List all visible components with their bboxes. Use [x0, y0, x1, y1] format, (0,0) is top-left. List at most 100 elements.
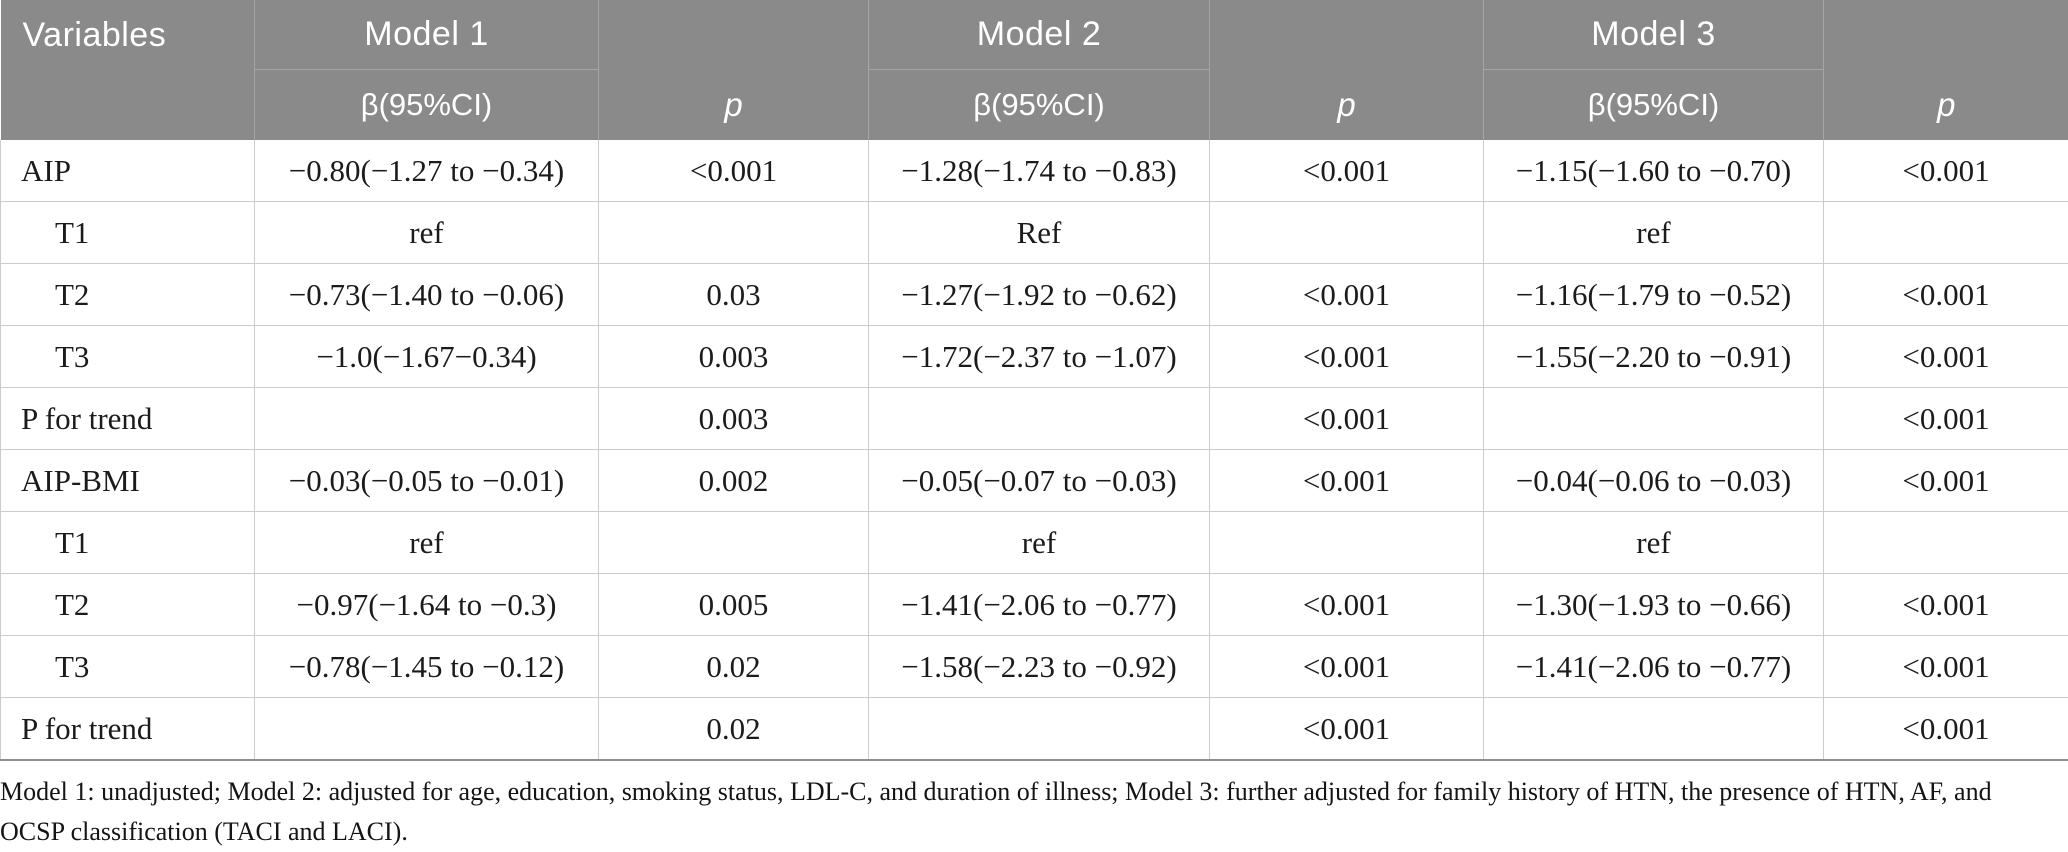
- variable-cell: T3: [1, 636, 255, 698]
- beta-cell: −0.80(−1.27 to −0.34): [255, 140, 599, 202]
- variable-cell: T3: [1, 326, 255, 388]
- beta-cell: [869, 698, 1210, 761]
- table-row: T2 −0.73(−1.40 to −0.06) 0.03 −1.27(−1.9…: [1, 264, 2068, 326]
- beta-cell: −0.04(−0.06 to −0.03): [1484, 450, 1824, 512]
- p-cell: 0.02: [599, 636, 869, 698]
- variable-cell: P for trend: [1, 698, 255, 761]
- table-row: T3 −1.0(−1.67−0.34) 0.003 −1.72(−2.37 to…: [1, 326, 2068, 388]
- variable-cell: T1: [1, 512, 255, 574]
- variable-cell: P for trend: [1, 388, 255, 450]
- table-row: T3 −0.78(−1.45 to −0.12) 0.02 −1.58(−2.2…: [1, 636, 2068, 698]
- beta-cell: ref: [255, 512, 599, 574]
- beta-cell: −1.55(−2.20 to −0.91): [1484, 326, 1824, 388]
- p-cell: <0.001: [1824, 698, 2068, 761]
- beta-cell: −1.41(−2.06 to −0.77): [869, 574, 1210, 636]
- variables-label: Variables: [1, 0, 255, 70]
- p-cell: [599, 512, 869, 574]
- p-cell: <0.001: [1210, 698, 1484, 761]
- p-cell: [1824, 512, 2068, 574]
- beta-cell: −0.73(−1.40 to −0.06): [255, 264, 599, 326]
- model-3-group-header: Model 3 β(95%CI): [1484, 0, 1824, 140]
- beta-cell: [255, 388, 599, 450]
- footnote: Model 1: unadjusted; Model 2: adjusted f…: [0, 772, 2068, 852]
- variables-column-header: Variables: [1, 0, 255, 140]
- model-3-label: Model 3: [1484, 0, 1823, 70]
- p-cell: <0.001: [1210, 264, 1484, 326]
- p-cell: [1824, 202, 2068, 264]
- p-cell: 0.03: [599, 264, 869, 326]
- model-3-p-header: p: [1824, 0, 2068, 140]
- p-cell: 0.02: [599, 698, 869, 761]
- model-1-group-header: Model 1 β(95%CI): [255, 0, 599, 140]
- regression-table: Variables Model 1 β(95%CI) p Model 2 β(9…: [0, 0, 2068, 761]
- beta-cell: −1.16(−1.79 to −0.52): [1484, 264, 1824, 326]
- beta-cell: [1484, 698, 1824, 761]
- beta-cell: −1.27(−1.92 to −0.62): [869, 264, 1210, 326]
- p-cell: <0.001: [1824, 264, 2068, 326]
- p-cell: [1210, 512, 1484, 574]
- table-row: T1 ref ref ref: [1, 512, 2068, 574]
- beta-cell: ref: [1484, 202, 1824, 264]
- variable-cell: T2: [1, 574, 255, 636]
- beta-cell: ref: [1484, 512, 1824, 574]
- p-label: p: [1337, 70, 1355, 140]
- p-label: p: [1937, 70, 1955, 140]
- model-1-p-header: p: [599, 0, 869, 140]
- model-3-beta-header: β(95%CI): [1484, 70, 1823, 140]
- p-cell: [599, 202, 869, 264]
- beta-cell: −0.97(−1.64 to −0.3): [255, 574, 599, 636]
- beta-cell: −1.28(−1.74 to −0.83): [869, 140, 1210, 202]
- table-row: T2 −0.97(−1.64 to −0.3) 0.005 −1.41(−2.0…: [1, 574, 2068, 636]
- p-cell: <0.001: [1210, 574, 1484, 636]
- p-cell: <0.001: [1824, 326, 2068, 388]
- beta-cell: −1.0(−1.67−0.34): [255, 326, 599, 388]
- p-cell: <0.001: [1824, 388, 2068, 450]
- p-cell: <0.001: [1210, 636, 1484, 698]
- table-row: AIP −0.80(−1.27 to −0.34) <0.001 −1.28(−…: [1, 140, 2068, 202]
- table-row: P for trend 0.02 <0.001 <0.001: [1, 698, 2068, 761]
- model-1-beta-header: β(95%CI): [255, 70, 598, 140]
- p-cell: <0.001: [1210, 388, 1484, 450]
- p-cell: 0.003: [599, 388, 869, 450]
- variable-cell: AIP-BMI: [1, 450, 255, 512]
- p-cell: <0.001: [1210, 140, 1484, 202]
- p-cell: 0.005: [599, 574, 869, 636]
- model-1-label: Model 1: [255, 0, 598, 70]
- beta-cell: [1484, 388, 1824, 450]
- p-label: p: [724, 70, 742, 140]
- header-row: Variables Model 1 β(95%CI) p Model 2 β(9…: [1, 0, 2068, 140]
- p-cell: 0.002: [599, 450, 869, 512]
- p-cell: <0.001: [1824, 574, 2068, 636]
- table-row: T1 ref Ref ref: [1, 202, 2068, 264]
- beta-cell: −1.41(−2.06 to −0.77): [1484, 636, 1824, 698]
- model-2-beta-header: β(95%CI): [869, 70, 1209, 140]
- variable-cell: T2: [1, 264, 255, 326]
- p-cell: 0.003: [599, 326, 869, 388]
- footnote-line: Model 1: unadjusted; Model 2: adjusted f…: [0, 772, 2068, 812]
- model-2-group-header: Model 2 β(95%CI): [869, 0, 1210, 140]
- p-cell: <0.001: [1824, 450, 2068, 512]
- p-cell: <0.001: [599, 140, 869, 202]
- variable-cell: T1: [1, 202, 255, 264]
- beta-cell: Ref: [869, 202, 1210, 264]
- footnote-line: OCSP classification (TACI and LACI).: [0, 812, 2068, 852]
- model-2-label: Model 2: [869, 0, 1209, 70]
- beta-cell: [869, 388, 1210, 450]
- variable-cell: AIP: [1, 140, 255, 202]
- beta-cell: −0.03(−0.05 to −0.01): [255, 450, 599, 512]
- p-cell: <0.001: [1824, 140, 2068, 202]
- beta-cell: [255, 698, 599, 761]
- model-2-p-header: p: [1210, 0, 1484, 140]
- beta-cell: ref: [869, 512, 1210, 574]
- beta-cell: −1.15(−1.60 to −0.70): [1484, 140, 1824, 202]
- beta-cell: −0.78(−1.45 to −0.12): [255, 636, 599, 698]
- beta-cell: −1.72(−2.37 to −1.07): [869, 326, 1210, 388]
- beta-cell: −1.30(−1.93 to −0.66): [1484, 574, 1824, 636]
- table-row: AIP-BMI −0.03(−0.05 to −0.01) 0.002 −0.0…: [1, 450, 2068, 512]
- beta-cell: −0.05(−0.07 to −0.03): [869, 450, 1210, 512]
- p-cell: <0.001: [1824, 636, 2068, 698]
- p-cell: [1210, 202, 1484, 264]
- beta-cell: −1.58(−2.23 to −0.92): [869, 636, 1210, 698]
- p-cell: <0.001: [1210, 450, 1484, 512]
